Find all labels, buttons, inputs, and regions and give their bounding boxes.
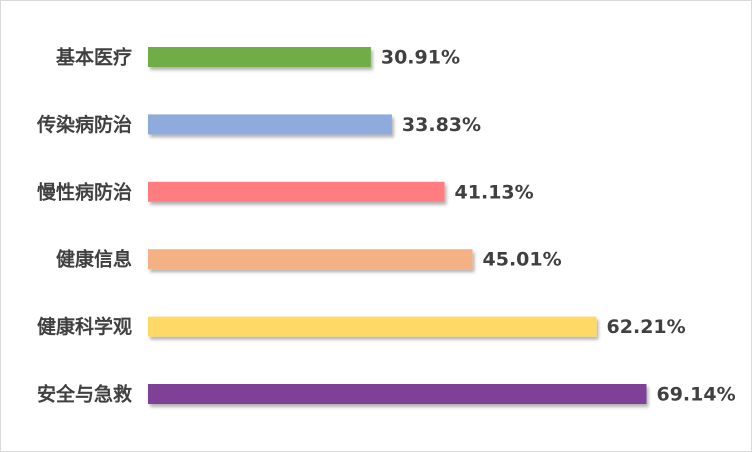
bar: [148, 384, 647, 404]
bar: [148, 181, 445, 202]
category-label: 安全与急救: [37, 383, 132, 406]
value-label: 45.01%: [483, 249, 562, 271]
category-label: 传染病防治: [36, 113, 132, 136]
value-label: 62.21%: [607, 316, 686, 338]
value-label: 33.83%: [402, 114, 481, 136]
bar: [148, 316, 597, 337]
category-label: 慢性病防治: [37, 180, 132, 203]
value-label: 69.14%: [656, 384, 735, 406]
bar: [148, 114, 392, 135]
category-label: 基本医疗: [55, 46, 132, 69]
category-label: 健康信息: [56, 248, 132, 271]
bar: [148, 47, 371, 67]
category-label: 健康科学观: [37, 315, 132, 338]
value-label: 41.13%: [455, 181, 534, 203]
value-label: 30.91%: [381, 47, 460, 69]
bar: [148, 249, 473, 270]
